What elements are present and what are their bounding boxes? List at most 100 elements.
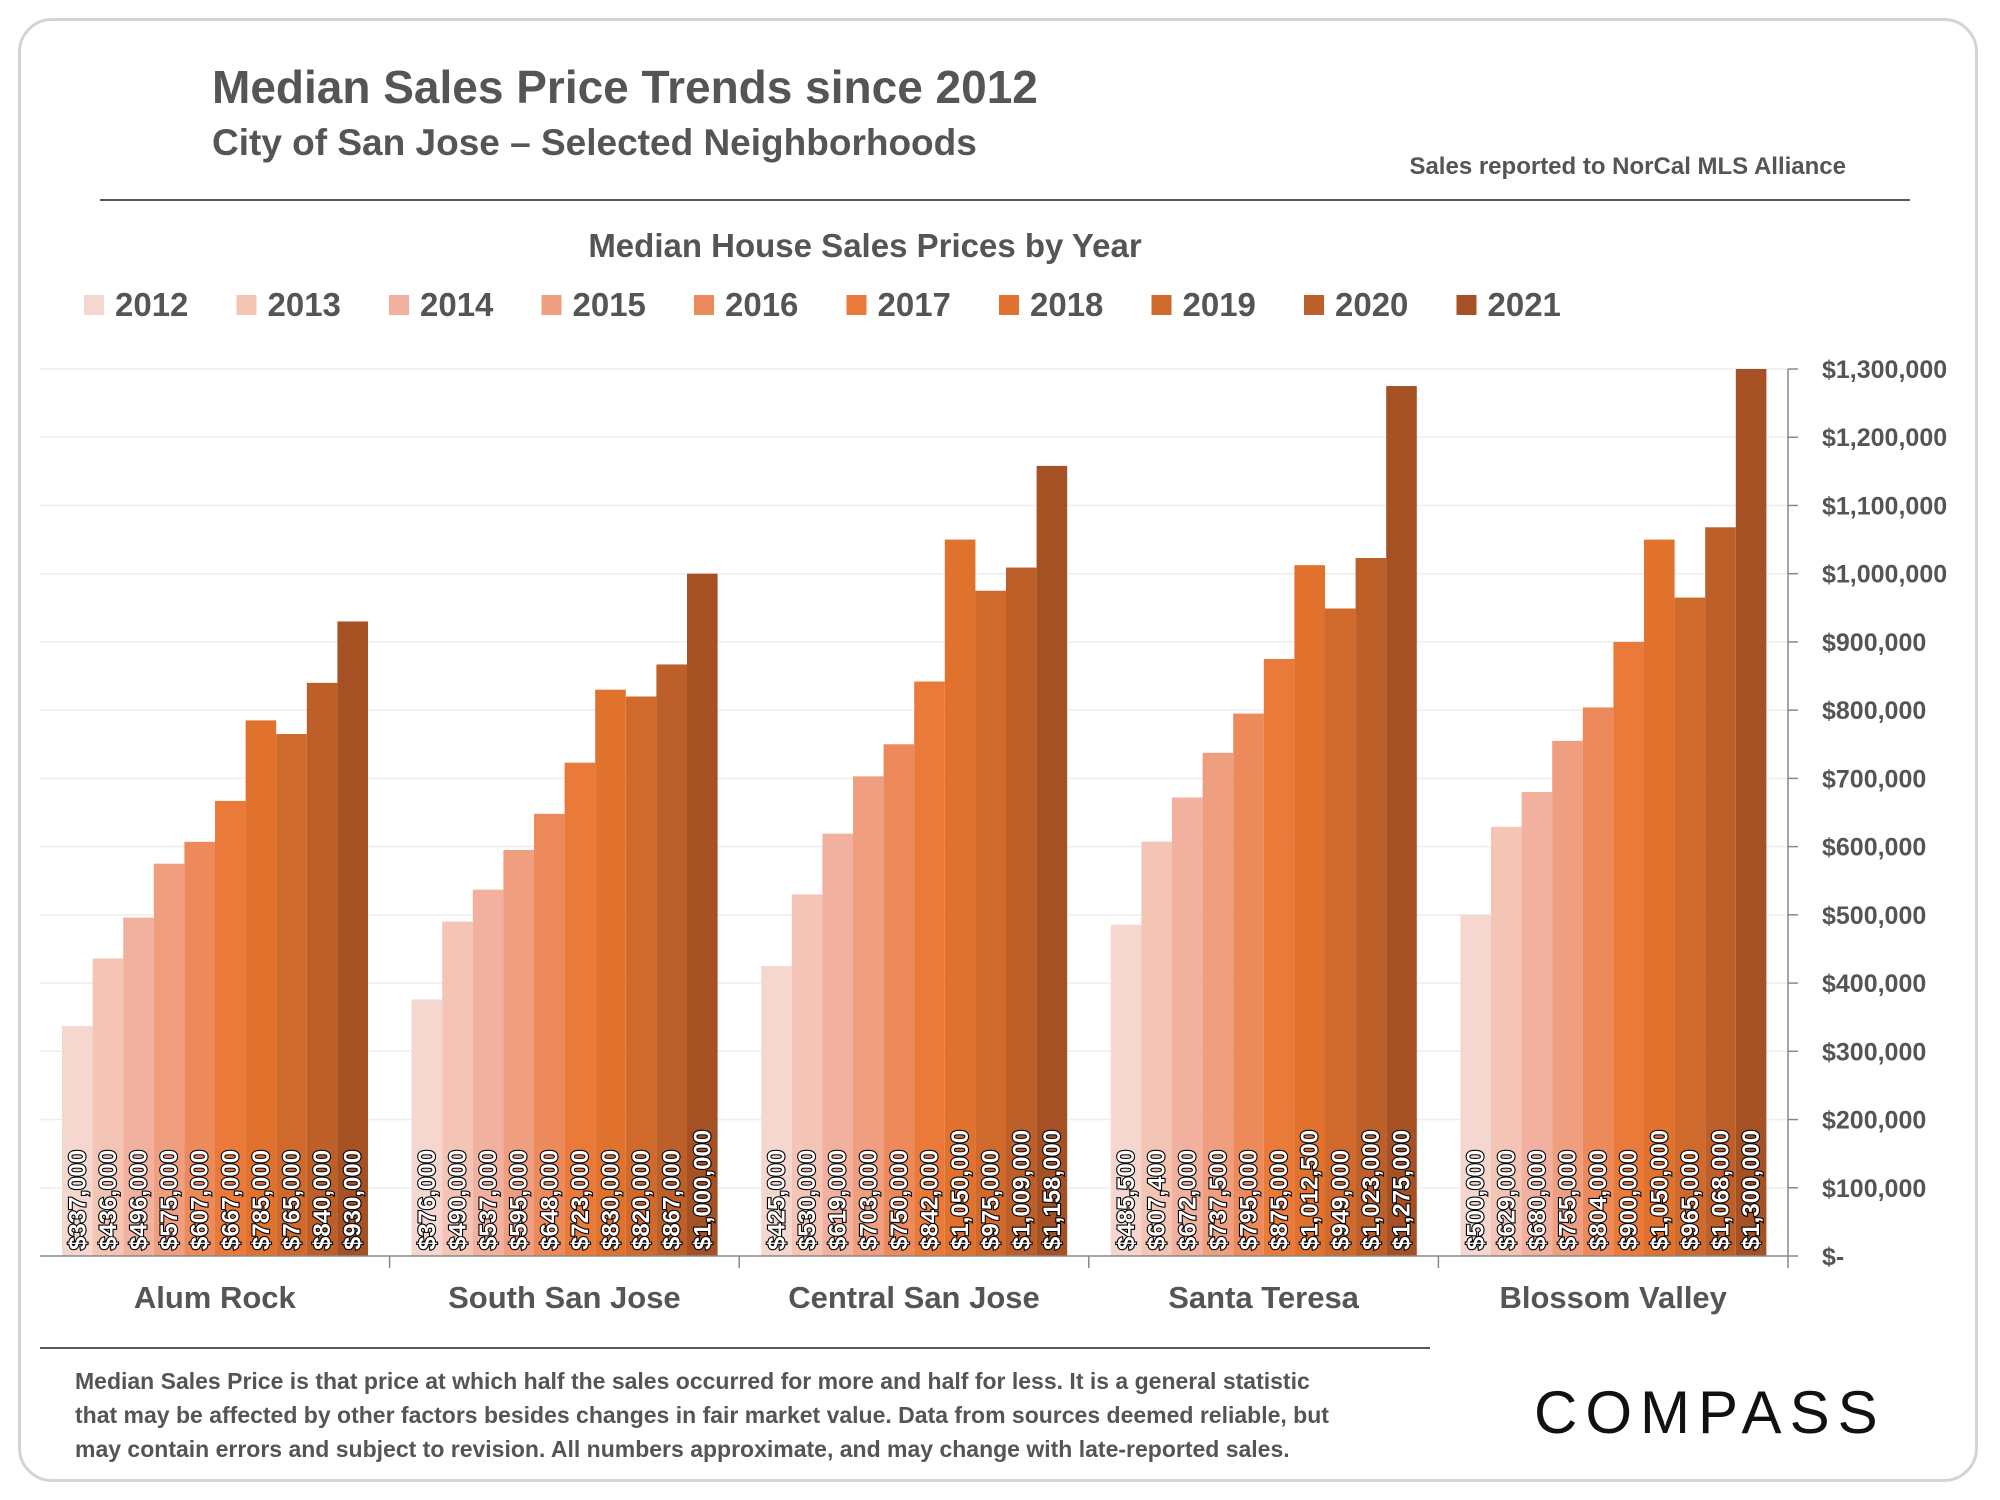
bar-2016 [1233,713,1264,1256]
bar-2014 [822,833,853,1256]
bar-2018 [245,720,277,1256]
bar-2020 [1705,527,1736,1256]
legend: 2012 2013 2014 2015 2016 2017 2018 2019 2020 2021 [84,286,1561,323]
page-title: Median Sales Price Trends since 2012 [212,61,1038,113]
bar-2016 [534,813,565,1256]
bar-2018 [595,689,626,1256]
bar-data-label: $672,000 [1174,1150,1201,1250]
legend-swatch [1456,295,1477,315]
bar-data-label: $1,158,000 [1039,1130,1066,1250]
bar-data-label: $530,000 [794,1150,821,1250]
bar-2017 [914,681,945,1256]
bar-data-label: $619,000 [825,1150,852,1250]
source-note: Sales reported to NorCal MLS Alliance [1409,153,1846,180]
legend-label: 2015 [573,286,646,323]
bar-2020 [306,682,338,1256]
bar-2012 [761,966,792,1256]
bar-2014 [123,917,154,1256]
bar-data-label: $1,023,000 [1358,1130,1385,1250]
bar-2015 [1202,752,1234,1256]
bars: $337,000 $436,000 $496,000 $575,000 $607,000… [62,369,1767,1256]
y-tick-label: $1,000,000 [1822,561,1947,589]
bar-data-label: $900,000 [1616,1150,1643,1250]
compass-logo: COMPASS [1534,1379,1886,1446]
bar-2017 [1263,658,1295,1256]
bar-2021 [1735,369,1767,1256]
bar-2015 [503,850,534,1256]
bar-data-label: $765,000 [279,1150,306,1250]
bar-data-label: $723,000 [567,1150,594,1250]
bar-data-label: $703,000 [855,1150,882,1250]
y-tick-label: $- [1822,1243,1844,1271]
bar-data-label: $607,400 [1144,1150,1171,1250]
bar-2016 [883,744,915,1256]
legend-label: 2020 [1335,286,1408,323]
legend-swatch [1304,295,1324,315]
x-category-label: Santa Teresa [1168,1280,1359,1315]
y-tick-label: $100,000 [1822,1175,1926,1203]
bar-data-label: $595,000 [506,1150,533,1250]
bar-2014 [1172,797,1203,1256]
bar-data-label: $1,012,500 [1297,1130,1324,1250]
bar-2015 [853,776,884,1256]
bar-data-label: $490,000 [445,1150,472,1250]
bar-data-label: $1,050,000 [947,1130,974,1250]
bar-2016 [1582,707,1614,1256]
legend-swatch [389,295,409,315]
bar-2021 [1036,465,1068,1256]
footer-divider [40,1347,1430,1349]
page-subtitle: City of San Jose – Selected Neighborhood… [212,122,977,163]
legend-label: 2014 [420,286,494,323]
legend-swatch [999,295,1019,315]
bar-data-label: $537,000 [475,1150,502,1250]
bar-2016 [184,841,215,1256]
axes: $- $100,000 $200,000 $300,000 $400,000 $500,0… [40,356,1947,1315]
bar-data-label: $949,000 [1327,1150,1354,1250]
x-category-label: South San Jose [448,1280,681,1315]
bar-2019 [1325,608,1356,1256]
bar-data-label: $436,000 [95,1150,122,1250]
legend-label: 2013 [268,286,341,323]
bar-2017 [564,762,596,1256]
bar-data-label: $496,000 [126,1150,153,1250]
bar-data-label: $804,000 [1585,1150,1612,1250]
bar-data-label: $667,000 [217,1150,244,1250]
footnote-line-3: may contain errors and subject to revisi… [75,1436,1290,1462]
bar-2012 [62,1026,93,1256]
bar-2017 [1613,641,1644,1256]
bar-data-label: $755,000 [1555,1150,1582,1250]
y-tick-label: $1,200,000 [1822,424,1947,452]
y-tick-label: $300,000 [1822,1038,1926,1066]
legend-swatch [846,295,867,315]
bar-2019 [1674,597,1706,1256]
y-tick-label: $900,000 [1822,629,1926,657]
bar-2014 [472,889,504,1256]
bar-data-label: $500,000 [1463,1150,1490,1250]
legend-swatch [84,295,104,315]
bar-data-label: $575,000 [156,1150,183,1250]
bar-data-label: $795,000 [1236,1150,1263,1250]
bar-2012 [1110,924,1142,1256]
bar-2021 [337,621,368,1256]
bar-2021 [687,573,718,1256]
bar-data-label: $975,000 [978,1150,1005,1250]
x-category-label: Blossom Valley [1499,1280,1727,1315]
bar-data-label: $376,000 [414,1150,441,1250]
x-category-label: Alum Rock [134,1280,297,1315]
bar-2013 [791,894,823,1256]
footnote-line-2: that may be affected by other factors be… [75,1402,1329,1428]
legend-label: 2017 [878,286,951,323]
bar-data-label: $1,009,000 [1008,1130,1035,1250]
y-tick-label: $200,000 [1822,1107,1926,1135]
bar-data-label: $1,068,000 [1708,1130,1735,1250]
y-tick-label: $500,000 [1822,902,1926,930]
bar-2012 [1460,914,1491,1256]
bar-data-label: $930,000 [340,1150,367,1250]
bar-2015 [1552,740,1583,1256]
legend-swatch [694,295,714,315]
legend-swatch [236,295,257,315]
bar-2020 [1006,567,1037,1256]
bar-2018 [1294,565,1325,1256]
legend-label: 2021 [1488,286,1561,323]
bar-data-label: $337,000 [64,1150,91,1250]
